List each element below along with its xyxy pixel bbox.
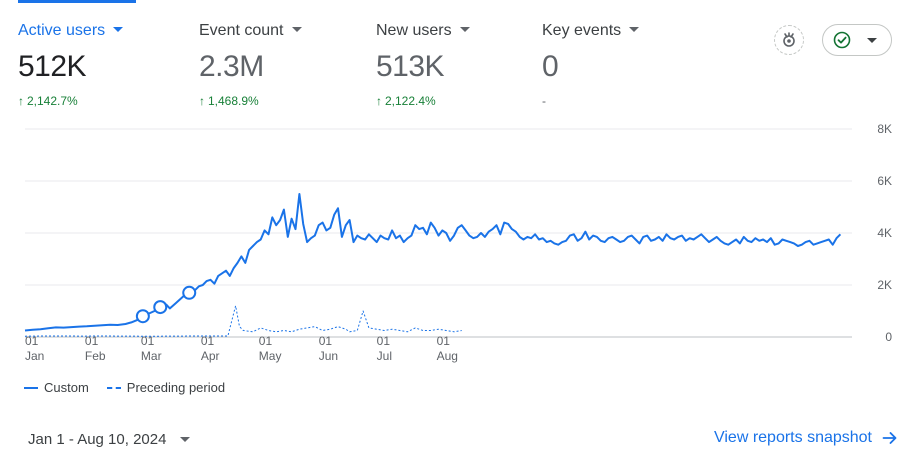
metric-change: -	[542, 94, 546, 108]
metric-new-users[interactable]: New users 513K ↑ 2,122.4%	[376, 0, 536, 115]
x-tick-month: May	[259, 349, 282, 363]
x-tick-month: Apr	[201, 349, 220, 363]
legend-item-preceding[interactable]: Preceding period	[106, 380, 226, 395]
legend-label: Preceding period	[126, 380, 226, 395]
annotation-marker	[153, 300, 168, 315]
y-tick-label: 0	[885, 330, 892, 344]
metric-value: 513K	[376, 50, 445, 83]
chart-series	[24, 193, 842, 337]
status-dropdown[interactable]	[822, 24, 892, 56]
metric-value: 0	[542, 50, 559, 83]
metric-change: ↑ 1,468.9%	[199, 94, 259, 108]
chart-legend: Custom Preceding period	[24, 380, 243, 395]
metric-value: 2.3M	[199, 50, 264, 83]
x-tick-day: 01	[201, 334, 215, 348]
metric-value: 512K	[18, 50, 87, 83]
metric-change: ↑ 2,142.7%	[18, 94, 78, 108]
x-tick-day: 01	[141, 334, 155, 348]
metrics-bar: Active users 512K ↑ 2,142.7% Event count …	[0, 0, 910, 115]
x-tick-day: 01	[437, 334, 451, 348]
arrow-up-icon: ↑	[376, 94, 382, 108]
chevron-down-icon	[113, 27, 124, 32]
x-tick-day: 01	[85, 334, 99, 348]
check-circle-icon	[833, 31, 851, 49]
metric-event-count[interactable]: Event count 2.3M ↑ 1,468.9%	[199, 0, 359, 115]
metric-change: ↑ 2,122.4%	[376, 94, 436, 108]
chevron-down-icon	[291, 27, 302, 32]
y-tick-label: 8K	[877, 122, 892, 136]
annotation-marker	[135, 309, 150, 324]
y-axis: 0 2K 4K 6K 8K	[877, 122, 892, 344]
metric-label: Event count	[199, 22, 302, 40]
arrow-up-icon: ↑	[18, 94, 24, 108]
metric-label: New users	[376, 22, 470, 40]
x-tick-day: 01	[377, 334, 391, 348]
x-tick-day: 01	[259, 334, 273, 348]
series-line-custom	[24, 193, 842, 332]
chevron-down-icon	[629, 27, 640, 32]
x-tick-month: Jul	[377, 349, 392, 363]
dashed-line-icon	[106, 386, 121, 389]
legend-label: Custom	[44, 380, 89, 395]
date-range-label: Jan 1 - Aug 10, 2024	[28, 431, 167, 448]
x-tick-month: Jan	[25, 349, 44, 363]
chevron-down-icon	[180, 437, 191, 442]
metric-key-events[interactable]: Key events 0 -	[542, 0, 702, 115]
x-tick-day: 01	[25, 334, 39, 348]
x-tick-month: Feb	[85, 349, 106, 363]
metric-label: Active users	[18, 22, 124, 40]
chevron-down-icon	[867, 37, 877, 43]
arrow-up-icon: ↑	[199, 94, 205, 108]
metric-label: Key events	[542, 22, 640, 40]
y-tick-label: 2K	[877, 278, 892, 292]
y-tick-label: 4K	[877, 226, 892, 240]
view-reports-snapshot-link[interactable]: View reports snapshot	[714, 429, 898, 447]
annotation-marker	[182, 285, 197, 300]
legend-item-custom[interactable]: Custom	[24, 380, 89, 395]
x-tick-month: Jun	[319, 349, 338, 363]
x-tick-month: Mar	[141, 349, 162, 363]
y-tick-label: 6K	[877, 174, 892, 188]
insights-icon	[783, 32, 795, 47]
metric-active-users[interactable]: Active users 512K ↑ 2,142.7%	[18, 0, 178, 115]
x-tick-day: 01	[319, 334, 333, 348]
chevron-down-icon	[459, 27, 470, 32]
date-range-picker[interactable]: Jan 1 - Aug 10, 2024	[28, 431, 191, 448]
x-tick-month: Aug	[437, 349, 458, 363]
snapshot-link-label: View reports snapshot	[713, 429, 872, 446]
arrow-right-icon	[882, 432, 897, 444]
insights-button[interactable]	[774, 25, 804, 55]
chart-grid	[25, 128, 852, 338]
series-line-preceding-period	[24, 305, 462, 337]
solid-line-icon	[24, 386, 38, 389]
chart-markers	[135, 285, 197, 324]
